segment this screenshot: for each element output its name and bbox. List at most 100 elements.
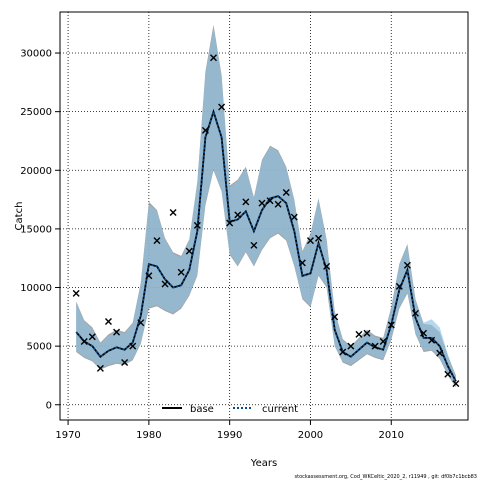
y-tick-label: 10000	[20, 283, 52, 294]
observed-point-stroke	[80, 337, 88, 345]
observed-point	[339, 348, 347, 356]
y-tick-label: 30000	[20, 49, 52, 60]
observed-point	[436, 349, 444, 357]
observed-point-stroke	[387, 321, 395, 329]
observed-point-stroke	[250, 241, 258, 249]
observed-point	[315, 234, 323, 242]
observed-point-stroke	[379, 337, 387, 345]
observed-point-stroke	[403, 261, 411, 269]
observed-point-stroke	[331, 313, 339, 321]
band-current	[76, 27, 456, 386]
observed-point-stroke	[395, 282, 403, 290]
x-axis-title: Years	[250, 458, 277, 469]
observed-point-stroke	[258, 199, 266, 207]
observed-point-stroke	[306, 237, 314, 245]
observed-point-stroke	[290, 213, 298, 221]
observed-point-stroke	[339, 348, 347, 356]
observed-point-stroke	[282, 189, 290, 197]
observed-point-stroke	[193, 221, 201, 229]
observed-point	[88, 333, 96, 341]
footer-credit: stockassessment.org, Cod_WKCeltic_2020_2…	[295, 474, 478, 480]
observed-point	[193, 221, 201, 229]
x-tick-label: 1990	[217, 430, 242, 441]
observed-point-stroke	[153, 237, 161, 245]
confidence-bands	[76, 24, 456, 388]
observed-point-stroke	[428, 336, 436, 344]
observed-point-stroke	[218, 103, 226, 111]
observed-point-stroke	[323, 262, 331, 270]
observed-point	[129, 342, 137, 350]
observed-point-stroke	[113, 328, 121, 336]
observed-point-stroke	[234, 211, 242, 219]
legend: base current	[162, 404, 298, 415]
observed-point	[355, 330, 363, 338]
observed-point	[121, 359, 129, 367]
observed-point-stroke	[226, 219, 234, 227]
observed-point	[371, 342, 379, 350]
observed-point-stroke	[347, 342, 355, 350]
observed-point-stroke	[444, 370, 452, 378]
observed-point	[331, 313, 339, 321]
observed-point-stroke	[137, 319, 145, 327]
observed-point	[258, 199, 266, 207]
observed-point-stroke	[129, 342, 137, 350]
x-axis: 1970 1980 1990 2000 2010	[55, 420, 404, 441]
observed-point-stroke	[169, 208, 177, 216]
observed-point-stroke	[161, 280, 169, 288]
observed-point-stroke	[363, 329, 371, 337]
observed-point-stroke	[420, 329, 428, 337]
observed-point	[347, 342, 355, 350]
y-tick-label: 25000	[20, 107, 52, 118]
observed-point-stroke	[104, 318, 112, 326]
observed-point-stroke	[185, 247, 193, 255]
observed-point	[290, 213, 298, 221]
observed-point	[113, 328, 121, 336]
plot-frame	[59, 11, 469, 421]
observed-point	[226, 219, 234, 227]
observed-point-stroke	[452, 380, 460, 388]
observed-point-stroke	[88, 333, 96, 341]
observed-point	[266, 197, 274, 205]
observed-point-stroke	[355, 330, 363, 338]
observed-point-stroke	[210, 54, 217, 62]
observed-point	[298, 259, 306, 267]
observed-point	[137, 319, 145, 327]
observed-point	[80, 337, 88, 345]
y-tick-label: 0	[46, 400, 52, 411]
x-tick-label: 1970	[55, 430, 80, 441]
observed-point	[411, 309, 419, 317]
observed-point	[306, 237, 314, 245]
observed-point	[104, 318, 112, 326]
y-tick-label: 20000	[20, 166, 52, 177]
observed-point	[452, 380, 460, 388]
observed-point	[161, 280, 169, 288]
observed-point-stroke	[436, 349, 444, 357]
observed-point-stroke	[371, 342, 379, 350]
observed-point	[177, 268, 185, 276]
observed-point	[403, 261, 411, 269]
observed-point-stroke	[145, 272, 153, 280]
y-axis-title: Catch	[14, 202, 25, 231]
x-tick-label: 2010	[379, 430, 404, 441]
observed-point-stroke	[242, 198, 250, 206]
line-current	[75, 108, 457, 382]
observed-point	[145, 272, 153, 280]
observed-point-stroke	[298, 259, 306, 267]
observed-point-stroke	[266, 197, 274, 205]
observed-point	[234, 211, 242, 219]
y-axis: 0 5000 10000 15000 20000 25000 30000	[20, 49, 60, 411]
observed-point	[428, 336, 436, 344]
y-tick-label: 15000	[20, 224, 52, 235]
observed-point-stroke	[201, 126, 209, 134]
observed-point	[282, 189, 290, 197]
observed-point-stroke	[177, 268, 185, 276]
observed-point	[363, 329, 371, 337]
observed-point	[153, 237, 161, 245]
observed-point	[96, 364, 104, 372]
observed-point	[379, 337, 387, 345]
observed-point	[242, 198, 250, 206]
observed-point	[395, 282, 403, 290]
legend-base-label: base	[190, 404, 214, 415]
y-tick-label: 5000	[27, 342, 52, 353]
